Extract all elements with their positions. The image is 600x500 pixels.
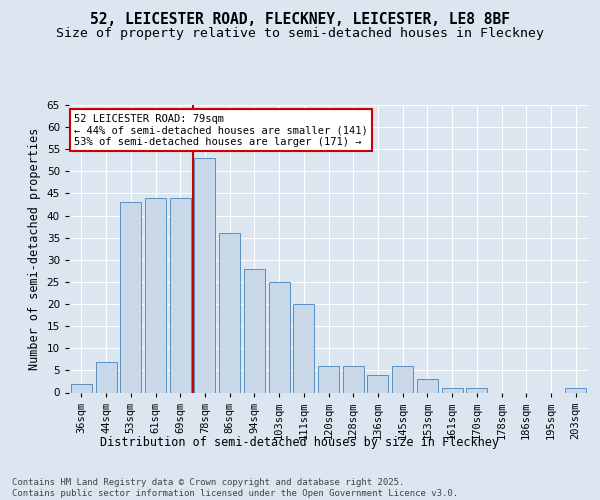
Bar [417, 379, 438, 392]
Bar [170, 198, 191, 392]
Bar [95, 362, 116, 392]
Bar [219, 234, 240, 392]
Text: 52, LEICESTER ROAD, FLECKNEY, LEICESTER, LE8 8BF: 52, LEICESTER ROAD, FLECKNEY, LEICESTER,… [90, 12, 510, 28]
Bar [71, 384, 92, 392]
Bar [120, 202, 141, 392]
Bar [318, 366, 339, 392]
Bar [194, 158, 215, 392]
Bar [466, 388, 487, 392]
Y-axis label: Number of semi-detached properties: Number of semi-detached properties [28, 128, 41, 370]
Text: Contains HM Land Registry data © Crown copyright and database right 2025.
Contai: Contains HM Land Registry data © Crown c… [12, 478, 458, 498]
Bar [367, 375, 388, 392]
Text: Distribution of semi-detached houses by size in Fleckney: Distribution of semi-detached houses by … [101, 436, 499, 449]
Bar [343, 366, 364, 392]
Bar [244, 268, 265, 392]
Bar [392, 366, 413, 392]
Bar [442, 388, 463, 392]
Bar [565, 388, 586, 392]
Text: Size of property relative to semi-detached houses in Fleckney: Size of property relative to semi-detach… [56, 28, 544, 40]
Bar [293, 304, 314, 392]
Bar [145, 198, 166, 392]
Bar [269, 282, 290, 393]
Text: 52 LEICESTER ROAD: 79sqm
← 44% of semi-detached houses are smaller (141)
53% of : 52 LEICESTER ROAD: 79sqm ← 44% of semi-d… [74, 114, 368, 147]
